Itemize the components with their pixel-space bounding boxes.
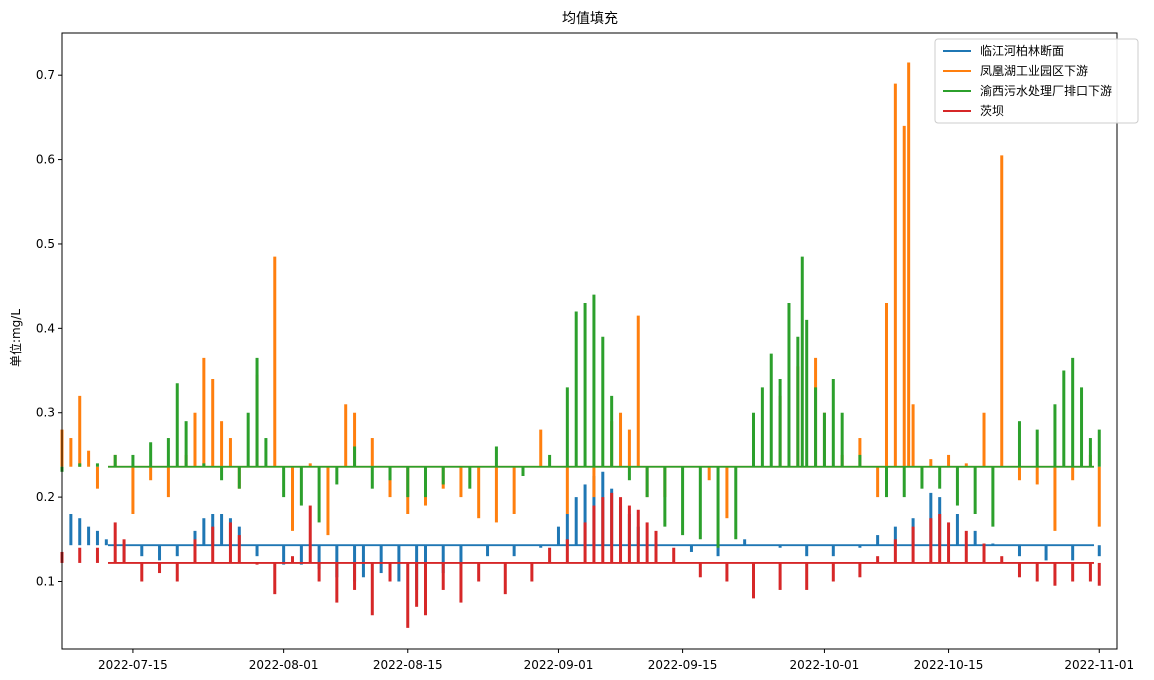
- series-1: [60, 62, 1101, 536]
- y-axis-label: 单位:mg/L: [8, 309, 23, 367]
- series-3: [60, 492, 1101, 628]
- x-tick-label-0: 2022-07-15: [98, 658, 168, 672]
- plot-frame: [61, 32, 1118, 650]
- axes-layer: 2022-07-15 2022-08-01 2022-08-15 2022-09-01…: [36, 32, 1134, 672]
- y-tick-label-1: 0.2: [36, 490, 55, 504]
- y-tick-label-3: 0.4: [36, 321, 55, 335]
- legend-label-1: 凤凰湖工业园区下游: [980, 63, 1088, 78]
- y-tick-label-6: 0.7: [36, 68, 55, 82]
- y-tick-label-4: 0.5: [36, 237, 55, 251]
- x-tick-label-5: 2022-10-01: [790, 658, 860, 672]
- x-tick-label-2: 2022-08-15: [373, 658, 443, 672]
- x-tick-label-4: 2022-09-15: [648, 658, 718, 672]
- legend-label-2: 渝西污水处理厂排口下游: [980, 83, 1112, 98]
- x-tick-label-7: 2022-11-01: [1064, 658, 1134, 672]
- legend-label-0: 临江河柏林断面: [980, 43, 1064, 58]
- x-tick-label-1: 2022-08-01: [249, 658, 319, 672]
- series-2: [60, 256, 1101, 548]
- y-tick-label-5: 0.6: [36, 153, 55, 167]
- series-layer: [60, 62, 1101, 628]
- x-tick-label-3: 2022-09-01: [524, 658, 594, 672]
- x-tick-label-6: 2022-10-15: [914, 658, 984, 672]
- legend-box: [934, 38, 1139, 124]
- y-tick-label-0: 0.1: [36, 574, 55, 588]
- chart-title: 均值填充: [562, 11, 618, 27]
- y-tick-label-2: 0.3: [36, 406, 55, 420]
- legend-label-3: 茨坝: [980, 104, 1004, 118]
